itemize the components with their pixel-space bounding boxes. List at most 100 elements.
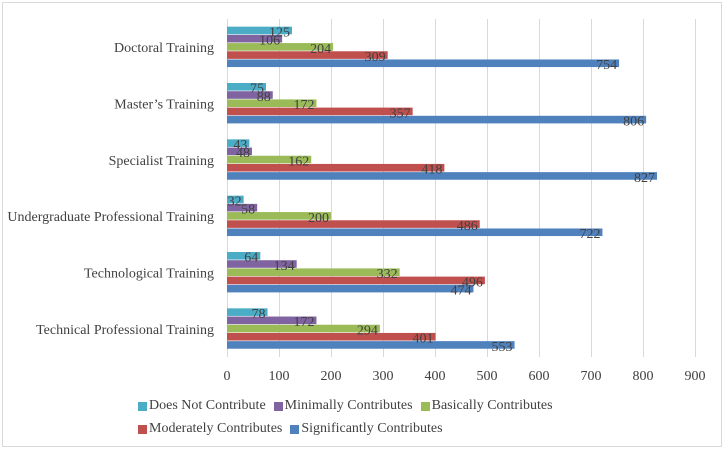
data-label: 722 [579, 227, 600, 242]
bar [227, 332, 436, 341]
data-label: 75 [250, 82, 264, 97]
bar [227, 147, 252, 156]
bar [227, 139, 250, 147]
data-label: 806 [623, 115, 644, 130]
legend-label: Does Not Contribute [149, 398, 266, 413]
bar [227, 276, 485, 285]
legend-label: Significantly Contributes [301, 421, 443, 436]
data-label: 486 [457, 219, 478, 234]
legend-swatch [138, 401, 147, 411]
bar [227, 155, 312, 164]
category-label: Technical Professional Training [36, 323, 214, 338]
data-label: 64 [244, 251, 258, 266]
category-label: Technological Training [84, 267, 214, 282]
data-label: 474 [450, 284, 471, 299]
x-tick-label: 200 [321, 369, 342, 384]
legend-item: Does Not Contribute [138, 398, 266, 414]
x-tick-label: 500 [477, 369, 498, 384]
x-tick-label: 600 [529, 369, 550, 384]
legend-item: Significantly Contributes [290, 421, 443, 437]
bar [227, 83, 266, 91]
data-label: 200 [308, 211, 329, 226]
x-tick-labels: 0 100 200 300 400 500 600 700 800 900 [224, 369, 706, 384]
gridlines [227, 19, 696, 357]
legend-row: Moderately Contributes Significantly Cont… [138, 421, 451, 437]
bar [227, 341, 515, 349]
x-tick-label: 400 [425, 369, 446, 384]
data-label: 553 [492, 340, 513, 355]
data-label: 357 [390, 106, 411, 121]
bar [227, 172, 658, 180]
legend-item: Minimally Contributes [273, 398, 413, 414]
data-label: 204 [310, 42, 331, 57]
data-label: 32 [228, 194, 242, 209]
data-label: 78 [252, 307, 266, 322]
bar [227, 195, 244, 204]
data-label: 294 [357, 323, 378, 338]
legend-swatch [138, 424, 147, 434]
bar [227, 115, 647, 124]
category-label: Doctoral Training [114, 41, 214, 56]
data-label: 134 [274, 259, 295, 274]
data-label: 172 [293, 98, 314, 113]
bar [227, 43, 334, 51]
data-label: 309 [365, 50, 386, 65]
data-label: 172 [293, 315, 314, 330]
data-label: 58 [241, 203, 255, 218]
category-label: Specialist Training [109, 154, 214, 169]
category-labels: Doctoral Training Master’s Training Specia… [7, 41, 214, 338]
x-tick-label: 700 [581, 369, 602, 384]
legend-label: Moderately Contributes [149, 421, 283, 436]
data-label: 496 [462, 275, 483, 290]
chart-frame [2, 2, 722, 447]
bar [227, 220, 480, 228]
data-label: 418 [421, 163, 442, 178]
x-tick-label: 900 [685, 369, 706, 384]
data-label: 88 [257, 90, 271, 105]
legend-row: Does Not Contribute Minimally Contributes… [138, 398, 561, 414]
legend-label: Basically Contributes [431, 398, 553, 413]
bar [227, 203, 258, 212]
bar [227, 260, 297, 268]
bar [227, 59, 620, 68]
bar [227, 228, 603, 237]
x-tick-label: 0 [224, 369, 231, 384]
legend-swatch [420, 401, 430, 411]
data-label: 754 [596, 58, 617, 73]
data-label: 125 [269, 25, 290, 40]
bar [227, 308, 268, 316]
bar [227, 26, 292, 35]
legend-swatch [273, 401, 283, 411]
legend-label: Minimally Contributes [284, 398, 413, 413]
x-tick-label: 300 [373, 369, 394, 384]
data-label: 401 [413, 332, 434, 347]
data-label: 827 [634, 171, 655, 186]
bar [227, 252, 261, 260]
bars [227, 26, 658, 349]
bar [227, 34, 283, 43]
bar [227, 163, 445, 172]
legend-item: Basically Contributes [420, 398, 553, 414]
bar [227, 212, 331, 220]
bar [227, 284, 474, 293]
bar [227, 316, 317, 325]
bar [227, 99, 317, 107]
data-label: 48 [236, 146, 250, 161]
bar [227, 324, 380, 333]
category-label: Undergraduate Professional Training [7, 210, 214, 225]
legend-item: Moderately Contributes [138, 421, 282, 437]
data-label: 162 [288, 154, 309, 169]
x-tick-label: 800 [633, 369, 654, 384]
bar [227, 91, 273, 99]
category-label: Master’s Training [114, 98, 214, 113]
x-tick-label: 100 [269, 369, 290, 384]
bar [227, 268, 400, 276]
data-label: 332 [377, 267, 398, 282]
bar [227, 107, 413, 116]
data-label: 106 [259, 34, 280, 49]
bar [227, 51, 388, 59]
data-label: 43 [233, 138, 247, 153]
legend-swatch [290, 424, 300, 434]
